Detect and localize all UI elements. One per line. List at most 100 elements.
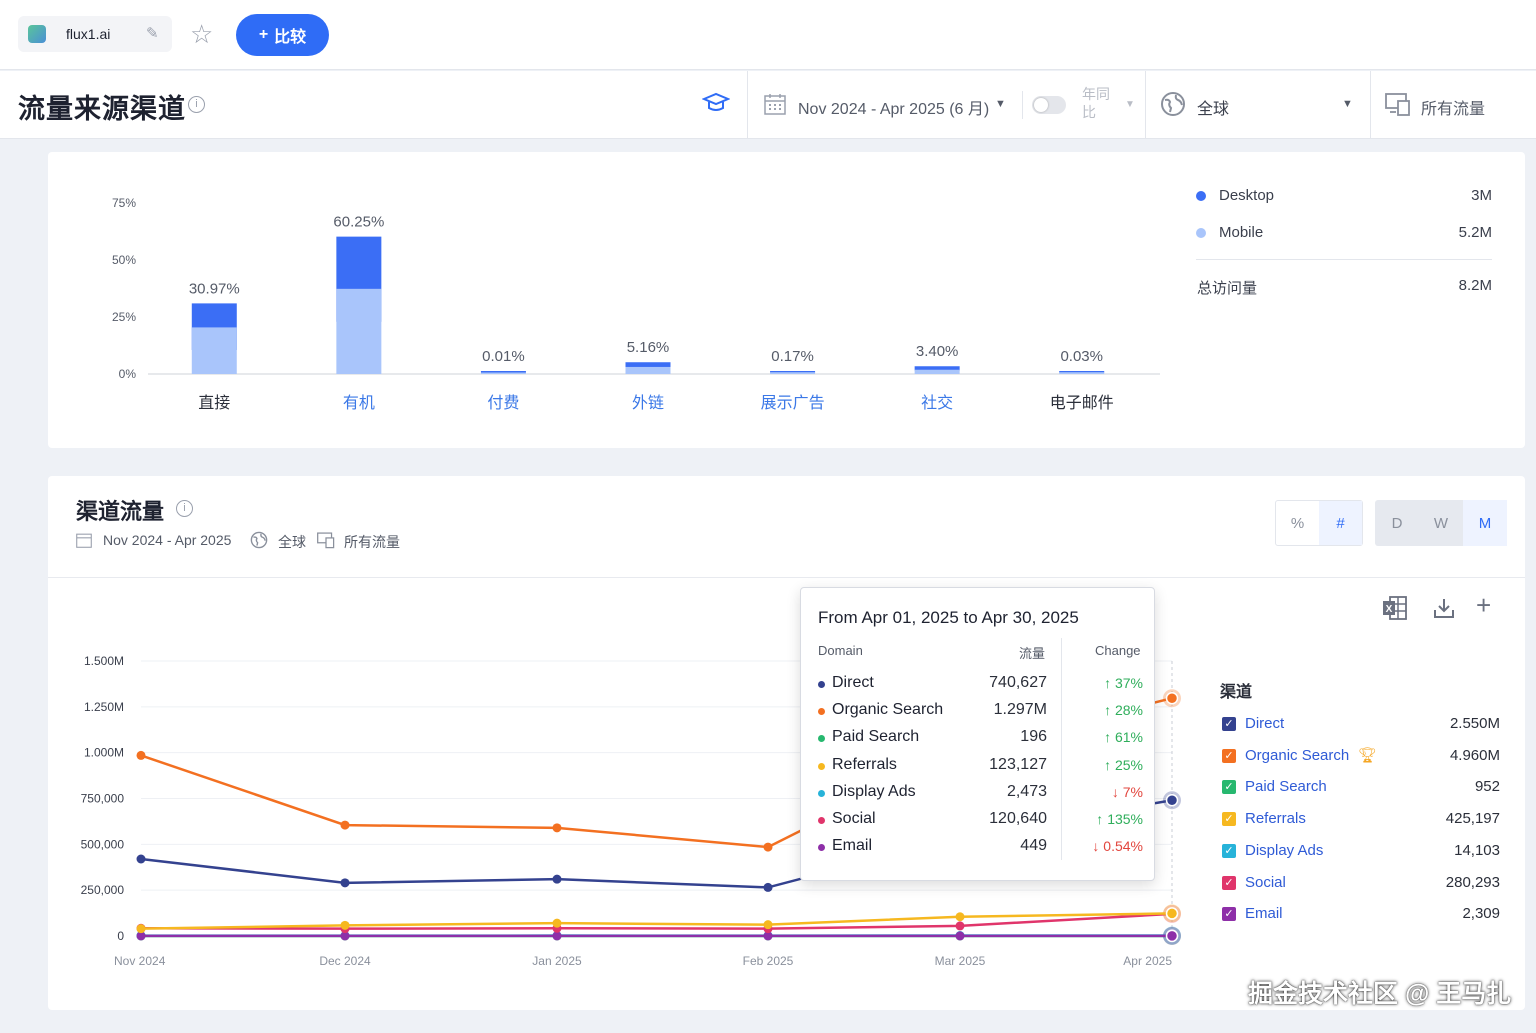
bar-mobile[interactable] [914, 369, 960, 374]
checkbox-checked-icon[interactable]: ✓ [1222, 780, 1236, 795]
series-point[interactable] [552, 918, 562, 928]
series-point[interactable] [1165, 691, 1179, 705]
legend-item-social[interactable]: ✓ Social 280,293 [1222, 873, 1500, 895]
granularity-month-button[interactable]: M [1463, 500, 1507, 546]
chevron-down-icon[interactable]: ▼ [1342, 98, 1353, 110]
site-chip[interactable]: flux1.ai ✎ [18, 16, 172, 52]
edit-pencil-icon[interactable]: ✎ [146, 25, 159, 42]
chevron-down-icon[interactable]: ▼ [1125, 99, 1135, 110]
compare-button-label: 比较 [274, 29, 307, 46]
bar-desktop[interactable] [770, 371, 816, 373]
legend-item-label[interactable]: Social [1245, 873, 1286, 891]
excel-export-icon[interactable]: X [1381, 594, 1409, 622]
series-line[interactable] [140, 912, 1173, 930]
calendar-icon [76, 533, 92, 548]
bar-mobile[interactable] [770, 372, 816, 374]
info-icon[interactable]: i [188, 96, 205, 113]
series-point[interactable] [552, 823, 562, 833]
series-point[interactable] [136, 854, 146, 864]
date-range-select[interactable]: Nov 2024 - Apr 2025 (6 月) [798, 101, 990, 118]
tooltip-row: Display Ads 2,473 ↓ 7% [818, 783, 1143, 805]
legend-item-display-ads[interactable]: ✓ Display Ads 14,103 [1222, 841, 1500, 863]
tooltip-col-change: Change [1095, 643, 1141, 658]
info-icon[interactable]: i [176, 500, 193, 517]
category-label[interactable]: 付费 [487, 394, 519, 412]
legend-item-label[interactable]: Display Ads [1245, 841, 1324, 859]
legend-item-value: 2,309 [1462, 905, 1500, 923]
favorite-star-icon[interactable]: ☆ [190, 19, 214, 49]
region-select[interactable]: 全球 [1197, 101, 1230, 118]
bar-mobile[interactable] [625, 366, 671, 374]
legend-item-organic-search[interactable]: ✓ Organic Search 🏆︎ 4.960M [1222, 746, 1500, 768]
legend-item-label[interactable]: Organic Search [1245, 746, 1350, 764]
bar-desktop[interactable] [625, 362, 671, 370]
legend-item-paid-search[interactable]: ✓ Paid Search 952 [1222, 777, 1500, 799]
series-point[interactable] [136, 924, 146, 934]
arrow-up-icon: ↑ [1104, 702, 1115, 719]
y-tick-label: 1.500M [84, 654, 124, 668]
series-point[interactable] [136, 931, 146, 941]
series-point[interactable] [552, 874, 562, 884]
legend-item-label[interactable]: Direct [1245, 715, 1285, 732]
checkbox-checked-icon[interactable]: ✓ [1222, 907, 1236, 922]
bar-mobile[interactable] [1059, 372, 1105, 374]
device-total-row: 总访问量 8.2M [1196, 274, 1492, 298]
series-point[interactable] [340, 820, 350, 830]
legend-item-referrals[interactable]: ✓ Referrals 425,197 [1222, 809, 1500, 831]
compare-button[interactable]: + 比较 [236, 14, 329, 56]
academy-icon[interactable] [702, 91, 730, 115]
series-point[interactable] [1165, 907, 1179, 920]
series-point[interactable] [136, 750, 146, 760]
series-line[interactable] [140, 912, 1173, 930]
series-dot-icon [818, 789, 825, 797]
legend-item-label[interactable]: Email [1245, 905, 1283, 923]
series-point[interactable] [763, 931, 773, 941]
category-label[interactable]: 展示广告 [761, 394, 825, 412]
checkbox-checked-icon[interactable]: ✓ [1222, 748, 1236, 763]
series-point[interactable] [763, 842, 773, 852]
category-label[interactable]: 社交 [921, 394, 953, 412]
bar-desktop[interactable] [480, 371, 526, 373]
checkbox-checked-icon[interactable]: ✓ [1222, 812, 1236, 827]
series-point[interactable] [763, 882, 773, 892]
y-tick-label: 250,000 [81, 883, 125, 897]
bar-desktop[interactable] [914, 366, 960, 371]
checkbox-checked-icon[interactable]: ✓ [1222, 875, 1236, 890]
series-point[interactable] [340, 931, 350, 941]
category-label[interactable]: 有机 [343, 394, 375, 412]
legend-item-label[interactable]: Paid Search [1245, 778, 1327, 796]
series-point[interactable] [955, 912, 965, 922]
series-point[interactable] [763, 920, 773, 930]
series-point[interactable] [1165, 929, 1179, 943]
series-point[interactable] [1165, 793, 1179, 807]
metric-count-button[interactable]: # [1319, 501, 1362, 545]
bar-mobile[interactable] [480, 372, 526, 375]
checkbox-checked-icon[interactable]: ✓ [1222, 843, 1236, 858]
legend-dot-icon [1196, 191, 1206, 201]
traffic-type-select[interactable]: 所有流量 [1421, 101, 1486, 118]
series-point[interactable] [340, 920, 350, 930]
download-icon[interactable] [1432, 596, 1456, 620]
series-point[interactable] [552, 931, 562, 941]
granularity-day-button[interactable]: D [1391, 514, 1403, 532]
divider [1145, 71, 1146, 139]
y-tick-label: 25% [112, 310, 136, 324]
legend-item-email[interactable]: ✓ Email 2,309 [1222, 904, 1500, 926]
bar-mobile[interactable] [191, 327, 237, 374]
legend-item-direct[interactable]: ✓ Direct 2.550M [1222, 714, 1500, 736]
series-point[interactable] [340, 878, 350, 888]
category-label[interactable]: 外链 [632, 394, 664, 412]
chevron-down-icon[interactable]: ▼ [995, 98, 1006, 110]
series-point[interactable] [955, 921, 965, 931]
legend-item-label[interactable]: Referrals [1245, 810, 1306, 828]
bar-mobile[interactable] [336, 288, 382, 374]
devices-icon [1385, 93, 1410, 116]
series-point[interactable] [955, 931, 965, 941]
bar-desktop[interactable] [1059, 371, 1105, 373]
add-icon[interactable]: + [1476, 590, 1492, 620]
site-name: flux1.ai [66, 26, 111, 42]
checkbox-checked-icon[interactable]: ✓ [1222, 717, 1236, 731]
legend-item-value: 2.550M [1449, 715, 1500, 732]
granularity-week-button[interactable]: W [1433, 514, 1449, 532]
metric-percent-button[interactable]: % [1290, 514, 1305, 532]
